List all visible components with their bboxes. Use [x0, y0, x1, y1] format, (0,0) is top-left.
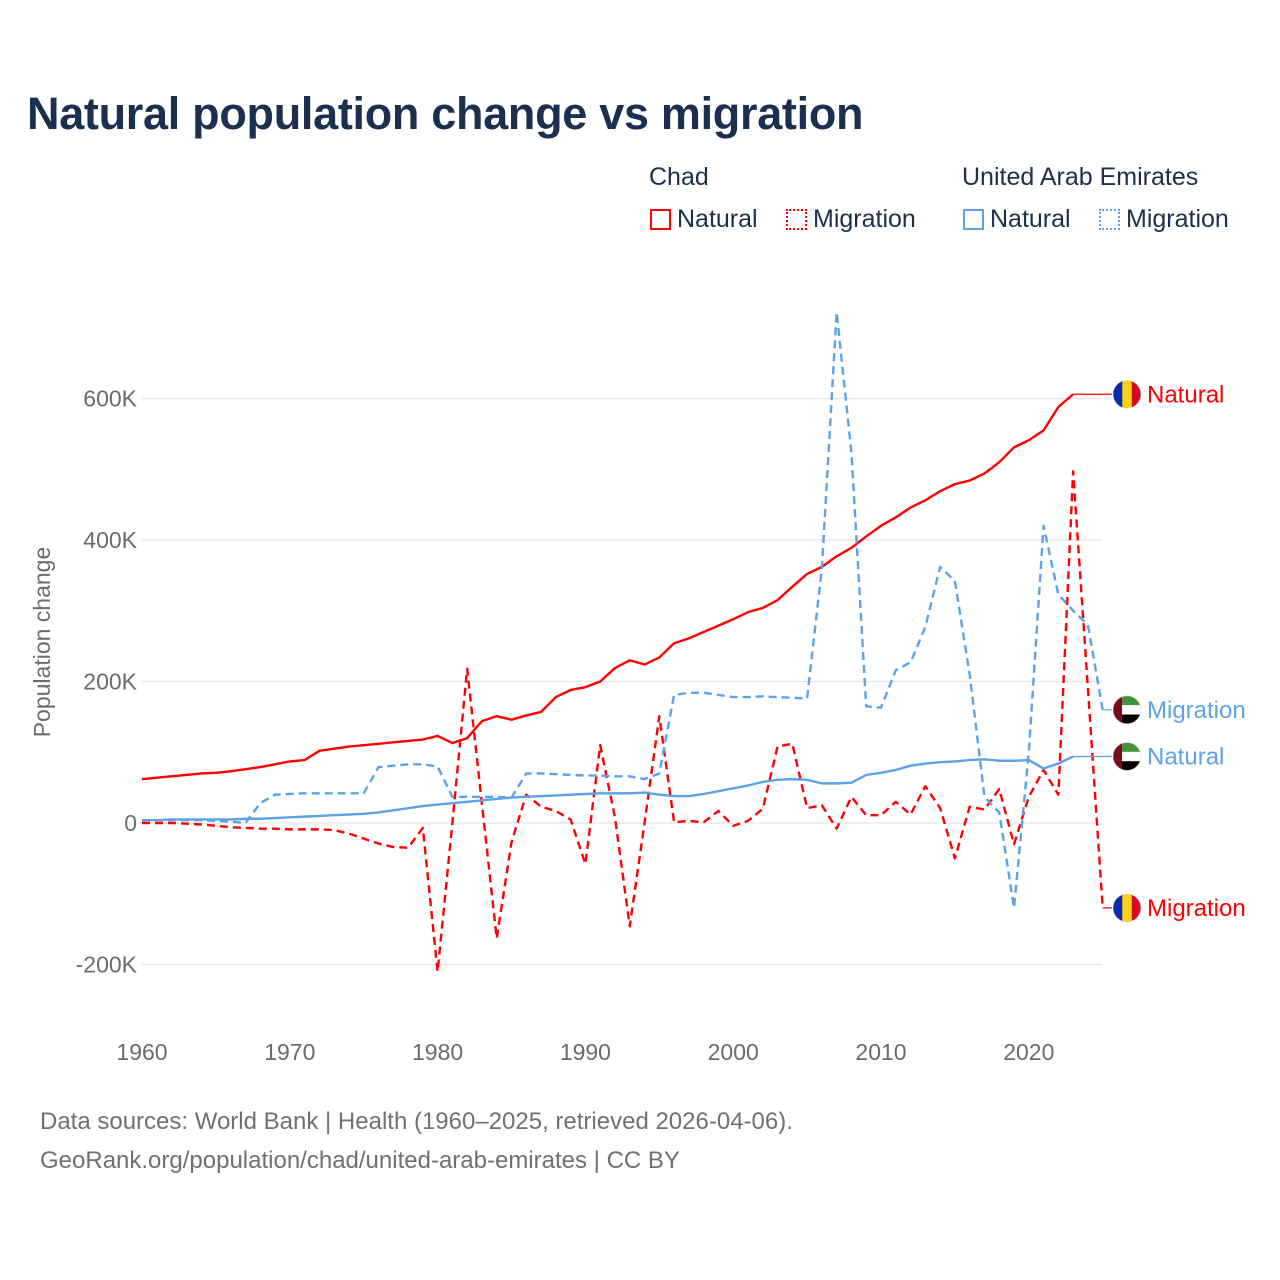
x-tick-label: 1960	[116, 1039, 167, 1065]
y-axis-label: Population change	[29, 547, 55, 738]
legend-swatch-dotted	[786, 209, 807, 230]
legend-label: Natural	[677, 205, 758, 233]
flag-stripe	[1122, 380, 1132, 409]
chart-title: Natural population change vs migration	[27, 88, 864, 139]
end-label-group: Natural	[1073, 379, 1224, 409]
flag-stripe	[1113, 380, 1123, 409]
flag-border	[1112, 379, 1142, 409]
x-tick-label: 1990	[560, 1039, 611, 1065]
series-line-chad-migration	[142, 470, 1104, 973]
series-line-chad-natural	[141, 393, 1074, 781]
legend-item-chad-natural[interactable]: Natural	[650, 205, 758, 234]
flag-stripe	[1131, 380, 1141, 409]
legend-label: Migration	[813, 205, 916, 233]
flag-stripe	[1113, 695, 1122, 724]
flag-stripe	[1113, 705, 1141, 715]
end-labels: Natural Migration Natural Migration	[1073, 379, 1246, 923]
series-line-united-arab-emirates-migration	[142, 310, 1104, 910]
flag-border	[1112, 742, 1142, 771]
x-tick-label: 2020	[1003, 1039, 1054, 1065]
flag-stripe	[1113, 695, 1141, 706]
x-tick-label: 1970	[264, 1039, 315, 1065]
series-lines	[141, 310, 1104, 973]
flag-stripe	[1113, 751, 1141, 762]
y-tick-label: 200K	[83, 669, 137, 695]
y-tick-label: 0	[124, 810, 137, 836]
uae-flag-icon	[1113, 742, 1141, 771]
end-label-group: Migration	[1102, 893, 1246, 923]
flag-stripe	[1131, 893, 1141, 922]
legend-swatch-solid	[650, 209, 671, 230]
flag-border	[1112, 695, 1142, 725]
legend-item-uae-natural[interactable]: Natural	[963, 205, 1071, 234]
flag-stripe	[1113, 761, 1141, 771]
chad-flag-icon	[1113, 380, 1141, 409]
series-line-united-arab-emirates-natural	[142, 755, 1074, 822]
gridlines	[142, 397, 1102, 966]
legend-label: Migration	[1126, 205, 1229, 233]
legend-group-title: United Arab Emirates	[962, 163, 1199, 191]
legend-item-chad-migration[interactable]: Migration	[786, 205, 916, 234]
x-axis-ticks: 1960 1970 1980 1990 2000 2010 2020	[116, 1039, 1054, 1065]
end-label: Natural	[1147, 743, 1224, 770]
x-tick-label: 1980	[412, 1039, 463, 1065]
flag-stripe	[1113, 742, 1141, 753]
y-axis-ticks: -200K 0 200K 400K 600K	[76, 386, 138, 978]
flag-stripe	[1113, 742, 1122, 771]
end-label-group: Migration	[1102, 695, 1246, 725]
legend-label: Natural	[990, 205, 1071, 233]
flag-border	[1112, 893, 1142, 923]
y-tick-label: 600K	[83, 386, 137, 412]
flag-stripe	[1113, 893, 1123, 922]
legend-swatch-dotted	[1099, 209, 1120, 230]
legend-item-uae-migration[interactable]: Migration	[1099, 205, 1229, 234]
footer-sources: Data sources: World Bank | Health (1960–…	[40, 1108, 793, 1135]
footer-link[interactable]: GeoRank.org/population/chad/united-arab-…	[40, 1147, 680, 1174]
y-tick-label: -200K	[76, 952, 138, 978]
legend-swatch-solid	[963, 209, 984, 230]
legend-group-title: Chad	[649, 163, 709, 191]
chad-flag-icon	[1113, 893, 1141, 922]
flag-stripe	[1122, 893, 1132, 922]
end-label: Natural	[1147, 381, 1224, 408]
end-label: Migration	[1147, 895, 1246, 922]
uae-flag-icon	[1113, 695, 1141, 724]
end-label: Migration	[1147, 697, 1246, 724]
flag-stripe	[1113, 714, 1141, 724]
y-tick-label: 400K	[83, 527, 137, 553]
end-label-group: Natural	[1073, 742, 1224, 771]
x-tick-label: 2000	[708, 1039, 759, 1065]
x-tick-label: 2010	[855, 1039, 906, 1065]
